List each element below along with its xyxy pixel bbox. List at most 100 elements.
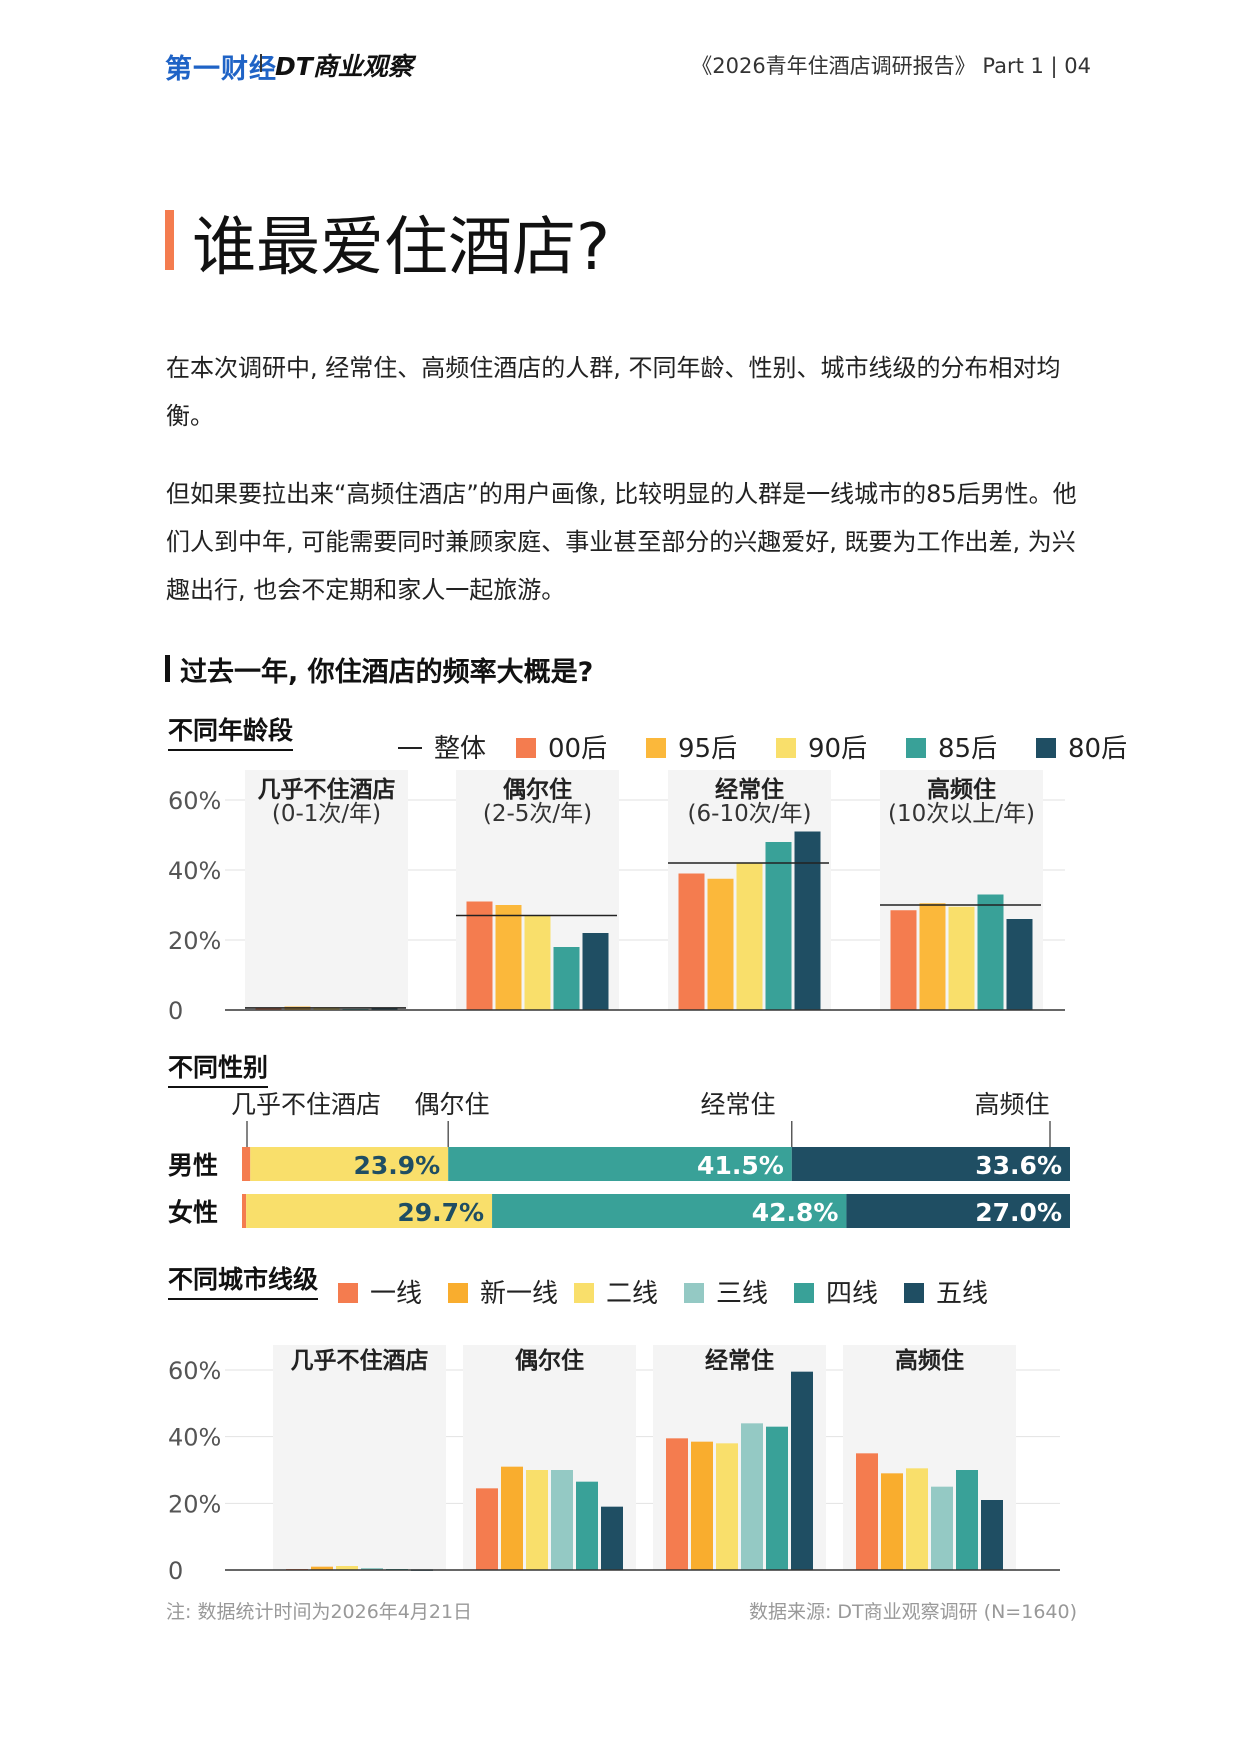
segment-value-label: 23.9% [353,1151,440,1180]
category-label: 几乎不住酒店 [291,1347,429,1374]
question-accent-bar [165,655,170,682]
brand-logo-dt: DT商业观察 [275,52,413,81]
bar [794,831,821,1010]
intro-paragraph-2: 但如果要拉出来“高频住酒店”的用户画像, 比较明显的人群是一线城市的85后男性。… [166,480,1077,604]
stacked-segment [246,1194,493,1228]
bar [766,1426,788,1570]
category-sublabel: (2-5次/年) [483,801,592,827]
bar [856,1453,878,1570]
survey-question: 过去一年, 你住酒店的频率大概是? [180,657,594,688]
y-tick-label: 40% [168,1424,221,1452]
city-section-title: 不同城市线级 [168,1260,319,1300]
segment-value-label: 27.0% [975,1198,1062,1227]
legend-swatch [1036,738,1056,758]
segment-value-label: 29.7% [397,1198,484,1227]
category-label: 偶尔住 [515,1347,584,1374]
stacked-segment [250,1147,449,1181]
legend-label: 85后 [938,734,997,764]
bar [311,1566,333,1570]
category-background [245,770,408,1010]
bar [551,1470,573,1570]
legend-label: 80后 [1068,734,1127,764]
age-bar-chart: 0 20% 40% 60% 几乎不住酒店(0-1次/年) 偶尔住(2-5次/年) 经常住(6… [168,734,1127,1025]
legend-swatch [776,738,796,758]
bar [495,905,522,1010]
age-section-title: 不同年龄段 [168,711,294,751]
category-background [273,1345,446,1570]
legend-label: 四线 [826,1279,878,1309]
bar [501,1466,523,1570]
city-bar-chart: 0 20% 40% 60% 几乎不住酒店 偶尔住 经常住 高频住 一线 新一线 二线 三线 四线 五线 [168,1279,1060,1585]
y-tick-label: 40% [168,857,221,885]
y-tick-label: 60% [168,1357,221,1385]
category-label: 经常住 [705,1347,774,1374]
stacked-segment [448,1147,792,1181]
legend-label: 二线 [606,1279,658,1309]
bar [765,842,792,1010]
legend-swatch [338,1283,358,1303]
y-tick-label: 20% [168,927,221,955]
bar [919,903,946,1010]
legend-swatch [448,1283,468,1303]
bar [791,1371,813,1570]
bar [956,1470,978,1570]
bar [476,1488,498,1570]
legend-label: 五线 [936,1279,988,1309]
bar [466,901,493,1010]
category-label: 高频住 [895,1347,964,1374]
segment-category-label: 经常住 [700,1090,775,1119]
bar [707,878,734,1010]
bar [881,1473,903,1570]
bar [524,915,551,1010]
category-label: 高频住 [927,776,996,803]
legend-swatch [574,1283,594,1303]
segment-category-label: 偶尔住 [414,1090,489,1119]
legend-swatch [906,738,926,758]
y-tick-label: 60% [168,787,221,815]
y-tick-label: 0 [168,1557,183,1585]
data-source: 数据来源: DT商业观察调研 (N=1640) [748,1601,1077,1623]
legend-swatch [794,1283,814,1303]
bar [1006,919,1033,1010]
bar [716,1443,738,1570]
bar [691,1441,713,1570]
title-accent-bar [165,210,174,270]
legend-swatch [684,1283,704,1303]
legend-swatch [516,738,536,758]
category-sublabel: (0-1次/年) [272,801,381,827]
legend-label: 一线 [370,1279,422,1309]
legend-label: 90后 [808,734,867,764]
bar [371,1007,398,1010]
bar [890,910,917,1010]
bar [666,1438,688,1570]
gender-section-title: 不同性别 [168,1048,269,1088]
category-sublabel: (6-10次/年) [688,801,812,827]
bar [553,947,580,1010]
bar [361,1568,383,1570]
gender-label: 男性 [168,1151,218,1180]
stacked-segment [846,1194,1070,1228]
page-title: 谁最爱住酒店? [192,211,610,285]
legend-label: 新一线 [480,1279,558,1309]
bar [981,1500,1003,1570]
bar [948,906,975,1010]
segment-value-label: 41.5% [697,1151,784,1180]
stacked-segment [242,1147,251,1181]
bar [736,863,763,1010]
segment-value-label: 42.8% [752,1198,839,1227]
stacked-segment [492,1194,847,1228]
category-sublabel: (10次以上/年) [888,801,1035,827]
bar [336,1566,358,1570]
stacked-segment [791,1147,1070,1181]
bar [601,1506,623,1570]
y-tick-label: 0 [168,997,183,1025]
y-tick-label: 20% [168,1490,221,1518]
intro-paragraph-1: 在本次调研中, 经常住、高频住酒店的人群, 不同年龄、性别、城市线级的分布相对均… [166,354,1061,430]
brand-logo-yicai: 第一财经 [165,54,277,85]
gender-label: 女性 [168,1198,218,1227]
bar [741,1423,763,1570]
bar [977,894,1004,1010]
bar [255,1008,282,1010]
category-label: 经常住 [715,776,784,803]
bar [906,1468,928,1570]
